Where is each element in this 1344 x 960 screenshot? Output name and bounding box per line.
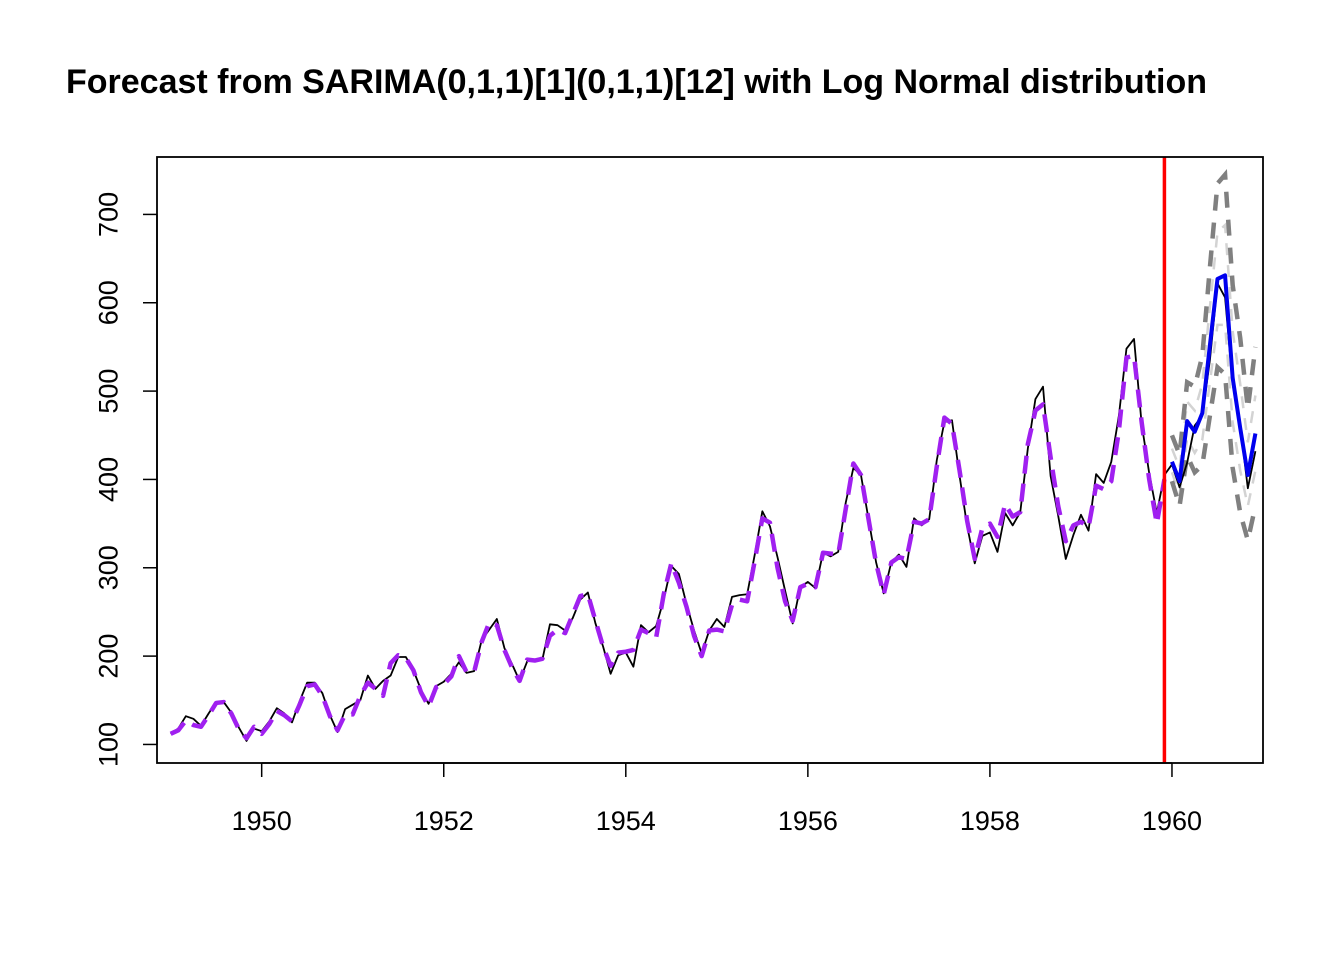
forecast-line xyxy=(1170,273,1258,484)
y-tick-label: 300 xyxy=(93,545,123,590)
y-tick-label: 500 xyxy=(93,369,123,414)
y-axis: 100 200 300 400 500 600 700 xyxy=(93,192,158,767)
y-tick-label: 700 xyxy=(93,192,123,237)
x-tick-label: 1958 xyxy=(960,806,1020,836)
chart-title: Forecast from SARIMA(0,1,1)[1](0,1,1)[12… xyxy=(66,63,1207,101)
fitted-series-line xyxy=(169,353,1167,741)
plot-frame xyxy=(156,156,1264,764)
x-tick-label: 1960 xyxy=(1142,806,1202,836)
actual-series-line xyxy=(170,282,1257,742)
interval-inner-lower xyxy=(1170,323,1257,507)
y-tick-label: 200 xyxy=(93,634,123,679)
y-tick-label: 400 xyxy=(93,457,123,502)
interval-outer-upper xyxy=(1169,169,1258,456)
y-tick-label: 600 xyxy=(93,280,123,325)
x-axis: 1950 1952 1954 1956 1958 1960 xyxy=(232,762,1202,836)
plot-area xyxy=(169,157,1258,763)
x-tick-label: 1954 xyxy=(596,806,656,836)
x-tick-label: 1956 xyxy=(778,806,838,836)
x-tick-label: 1952 xyxy=(414,806,474,836)
x-tick-label: 1950 xyxy=(232,806,292,836)
y-tick-label: 100 xyxy=(93,722,123,767)
